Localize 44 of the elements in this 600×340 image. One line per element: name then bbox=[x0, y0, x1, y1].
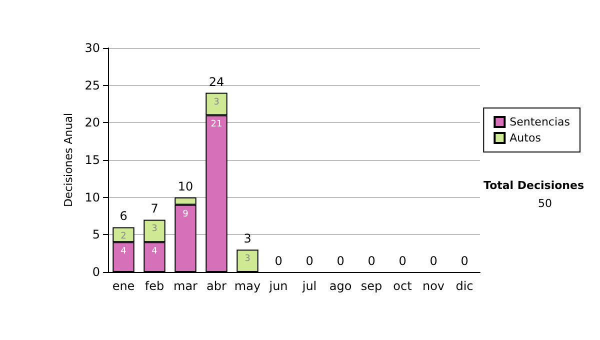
total-label: 3 bbox=[244, 232, 252, 246]
x-tick-label: feb bbox=[144, 279, 164, 293]
x-tick-label: abr bbox=[206, 279, 227, 293]
data-label: 4 bbox=[120, 246, 127, 257]
data-label: 2 bbox=[120, 232, 126, 242]
x-tick-label: oct bbox=[393, 279, 412, 293]
x-tick-label: ago bbox=[329, 279, 352, 293]
x-tick-label: sep bbox=[360, 279, 382, 293]
total-label: 0 bbox=[274, 254, 282, 268]
total-label: 7 bbox=[150, 202, 158, 216]
text: 50 bbox=[538, 197, 552, 210]
x-tick-label: jun bbox=[268, 279, 288, 293]
data-label: 3 bbox=[152, 224, 158, 234]
x-tick-label: jul bbox=[301, 279, 317, 293]
total-label: 0 bbox=[460, 254, 468, 268]
legend-label: Autos bbox=[510, 132, 542, 144]
total-label: 0 bbox=[430, 254, 438, 268]
x-tick-label: ene bbox=[112, 279, 135, 293]
y-tick-label: 25 bbox=[84, 78, 100, 92]
y-tick-label: 5 bbox=[92, 228, 100, 242]
y-tick-label: 0 bbox=[92, 265, 100, 279]
y-tick-label: 20 bbox=[84, 116, 100, 130]
total-label: 0 bbox=[336, 254, 344, 268]
x-tick-label: dic bbox=[456, 279, 474, 293]
total-label: 0 bbox=[368, 254, 376, 268]
data-label: 3 bbox=[214, 97, 220, 108]
x-tick-label: may bbox=[234, 279, 261, 293]
y-tick-label: 30 bbox=[84, 41, 100, 55]
data-label: 3 bbox=[244, 254, 250, 264]
text: Total Decisiones bbox=[484, 179, 584, 192]
data-label: 4 bbox=[152, 246, 158, 257]
total-label: 0 bbox=[398, 254, 406, 268]
y-tick-label: 10 bbox=[84, 190, 100, 204]
x-tick-label: mar bbox=[174, 279, 198, 293]
data-label: 9 bbox=[182, 209, 189, 220]
y-tick-label: 15 bbox=[84, 153, 100, 167]
total-label: 0 bbox=[306, 254, 314, 268]
data-label: 21 bbox=[210, 120, 222, 130]
total-label: 24 bbox=[208, 74, 224, 89]
x-tick-label: nov bbox=[422, 279, 445, 293]
legend-label: Sentencias bbox=[510, 116, 570, 128]
total-label: 6 bbox=[120, 209, 128, 224]
y-axis-title: Decisiones Anual bbox=[62, 112, 75, 208]
total-label: 10 bbox=[178, 179, 194, 194]
